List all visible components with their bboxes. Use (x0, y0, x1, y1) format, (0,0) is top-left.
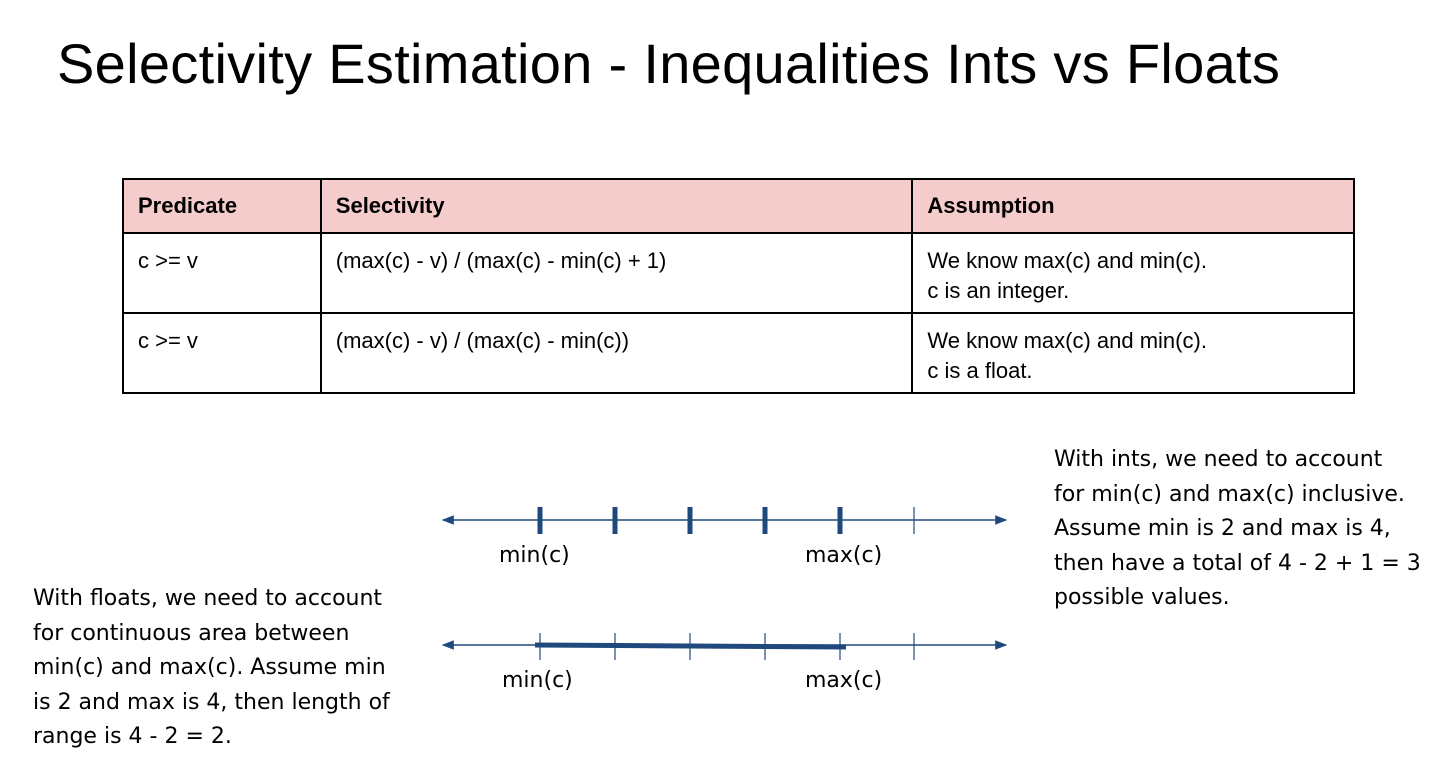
header-assumption: Assumption (911, 178, 1355, 234)
predicate-cell: c >= v (122, 232, 322, 314)
selectivity-cell: (max(c) - v) / (max(c) - min(c) + 1) (319, 232, 914, 314)
assumption-line: We know max(c) and min(c). (927, 328, 1207, 353)
header-selectivity: Selectivity (319, 178, 914, 234)
ints-note-line: for min(c) and max(c) inclusive. (1054, 481, 1405, 507)
float-range-segment (534, 642, 847, 650)
int-max-label: max(c) (805, 543, 883, 568)
floats-note-line: for continuous area between (33, 620, 350, 646)
floats-explanation: With floats, we need to account for cont… (33, 582, 390, 755)
table-header-row: Predicate Selectivity Assumption (122, 178, 1355, 234)
selectivity-table: Predicate Selectivity Assumption c >= v … (122, 178, 1355, 394)
float-min-label: min(c) (502, 668, 573, 693)
int-min-label: min(c) (499, 543, 570, 568)
floats-note-line: With floats, we need to account (33, 586, 383, 611)
assumption-line: c is an integer. (927, 278, 1070, 303)
float-number-line (441, 633, 1008, 660)
slide-title: Selectivity Estimation - Inequalities In… (57, 32, 1281, 95)
assumption-line: c is a float. (927, 358, 1033, 383)
float-max-label: max(c) (805, 668, 883, 693)
assumption-cell: We know max(c) and min(c). c is an integ… (911, 232, 1355, 314)
assumption-cell: We know max(c) and min(c). c is a float. (911, 312, 1355, 394)
floats-note-line: min(c) and max(c). Assume min (33, 655, 386, 680)
table-row: c >= v (max(c) - v) / (max(c) - min(c) +… (122, 232, 1355, 314)
ints-note-line: possible values. (1054, 585, 1230, 610)
header-predicate: Predicate (122, 178, 322, 234)
floats-note-line: is 2 and max is 4, then length of (33, 689, 390, 715)
predicate-cell: c >= v (122, 312, 322, 394)
int-number-line (441, 507, 1008, 534)
ints-note-line: then have a total of 4 - 2 + 1 = 3 (1054, 550, 1421, 576)
ints-explanation: With ints, we need to account for min(c)… (1054, 443, 1421, 616)
table-row: c >= v (max(c) - v) / (max(c) - min(c)) … (122, 312, 1355, 394)
selectivity-cell: (max(c) - v) / (max(c) - min(c)) (319, 312, 914, 394)
ints-note-line: Assume min is 2 and max is 4, (1054, 516, 1391, 541)
floats-note-line: range is 4 - 2 = 2. (33, 724, 232, 749)
assumption-line: We know max(c) and min(c). (927, 248, 1207, 273)
ints-note-line: With ints, we need to account (1054, 447, 1383, 472)
